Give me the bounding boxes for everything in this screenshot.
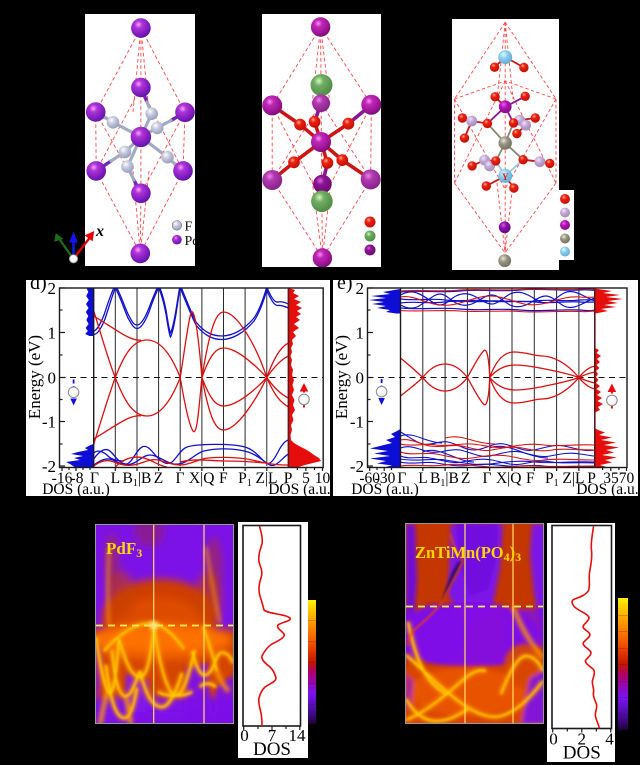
svg-text:70: 70 (619, 470, 635, 487)
svg-text:-1: -1 (350, 413, 364, 432)
svg-text:DOS (a.u.): DOS (a.u.) (576, 481, 638, 496)
svg-text:e): e) (337, 280, 353, 294)
svg-text:Y: Y (502, 172, 509, 182)
svg-text:F: F (185, 220, 193, 235)
svg-text:-8: -8 (71, 470, 84, 487)
svg-text:L: L (418, 470, 427, 487)
svg-text:35: 35 (603, 470, 619, 487)
svg-text:-1: -1 (42, 413, 56, 432)
svg-text:L: L (111, 470, 120, 487)
svg-text:ZnTiMn(PO4)3: ZnTiMn(PO4)3 (415, 543, 521, 564)
svg-text:Z|L: Z|L (562, 470, 584, 487)
svg-text:Γ: Γ (397, 470, 406, 487)
svg-text:-30: -30 (375, 470, 396, 487)
svg-text:B1|B: B1|B (123, 470, 152, 489)
svg-text:Z|L: Z|L (255, 470, 277, 487)
svg-text:DOS (a.u.): DOS (a.u.) (351, 481, 419, 496)
svg-text:2: 2 (48, 280, 57, 298)
svg-text:-2: -2 (42, 457, 56, 476)
svg-text:5: 5 (302, 470, 310, 487)
svg-text:-2: -2 (350, 457, 364, 476)
svg-text:PdF3: PdF3 (106, 539, 142, 560)
svg-text:P1: P1 (238, 470, 252, 489)
svg-text:DOS (a.u.): DOS (a.u.) (268, 481, 330, 496)
svg-text:0: 0 (549, 729, 558, 748)
svg-text:10: 10 (315, 470, 330, 487)
svg-text:P: P (284, 470, 293, 487)
svg-text:P1: P1 (545, 470, 559, 489)
svg-text:2: 2 (577, 729, 586, 748)
svg-text:7: 7 (268, 726, 277, 745)
svg-text:Energy (eV): Energy (eV) (333, 335, 351, 419)
svg-text:Γ: Γ (90, 470, 99, 487)
svg-text:Z: Z (461, 470, 470, 487)
svg-text:x: x (95, 223, 104, 240)
svg-text:1: 1 (356, 324, 365, 343)
svg-text:F: F (219, 470, 228, 487)
svg-text:X|Q: X|Q (496, 470, 522, 487)
svg-text:Γ: Γ (483, 470, 492, 487)
svg-text:DOS: DOS (253, 739, 291, 758)
svg-text:d): d) (30, 280, 47, 294)
svg-text:14: 14 (289, 726, 307, 745)
svg-text:2: 2 (356, 280, 365, 298)
svg-text:-60: -60 (359, 470, 380, 487)
svg-text:0: 0 (240, 726, 249, 745)
svg-text:DOS (a.u.): DOS (a.u.) (42, 481, 110, 496)
svg-text:DOS: DOS (562, 742, 600, 762)
svg-text:B1|B: B1|B (430, 470, 459, 489)
svg-text:Pd: Pd (185, 234, 196, 249)
svg-text:0: 0 (48, 369, 57, 388)
svg-text:4: 4 (605, 729, 614, 748)
svg-text:Energy (eV): Energy (eV) (26, 335, 44, 419)
svg-text:0: 0 (356, 369, 365, 388)
svg-text:-16: -16 (52, 470, 73, 487)
svg-text:Z: Z (154, 470, 163, 487)
svg-text:X|Q: X|Q (189, 470, 215, 487)
svg-text:F: F (526, 470, 535, 487)
svg-text:1: 1 (48, 324, 57, 343)
svg-text:P: P (587, 470, 596, 487)
svg-text:Γ: Γ (176, 470, 185, 487)
